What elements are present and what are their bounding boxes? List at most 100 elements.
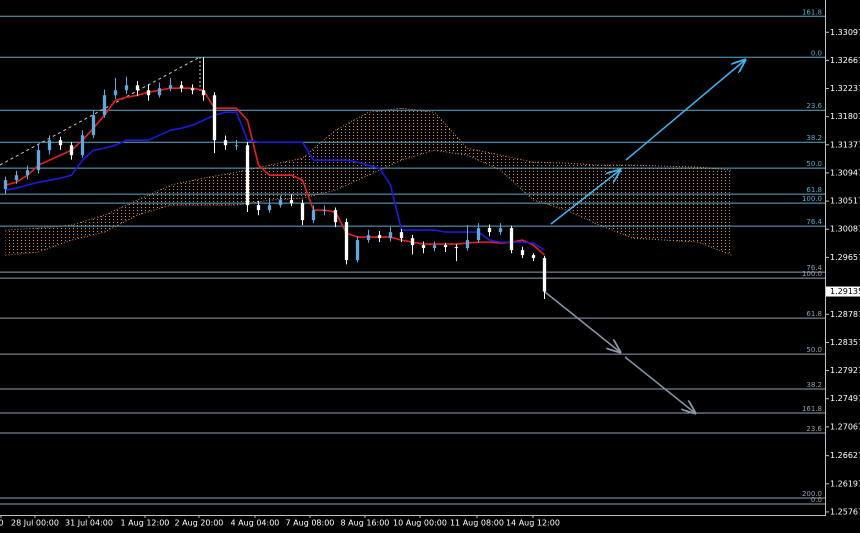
x-tick-label: 28 Jul 00:00 <box>11 519 59 528</box>
fib-label: 100.0 <box>802 270 822 278</box>
candle-body <box>69 145 74 156</box>
fib-label: 161.8 <box>802 405 822 413</box>
arrow-up <box>550 170 620 225</box>
y-tick-label: 1.31807 <box>830 112 860 121</box>
x-tick-label: 4 Aug 04:00 <box>231 519 280 528</box>
fib-label: 61.8 <box>806 310 822 318</box>
candle-body <box>289 200 294 204</box>
x-tick-label: 10 Aug 00:00 <box>393 519 447 528</box>
y-tick-label: 1.30087 <box>830 225 860 234</box>
candle-body <box>410 238 415 246</box>
candle-body <box>421 245 426 249</box>
fib-label: 0.0 <box>811 49 822 57</box>
candle-body <box>531 255 536 259</box>
candle-body <box>311 210 316 221</box>
fib-label: 161.8 <box>802 8 822 16</box>
y-tick-label: 1.32237 <box>830 84 860 93</box>
candle-body <box>454 247 459 249</box>
candle-body <box>36 150 41 171</box>
candle-body <box>3 180 8 190</box>
x-tick-label: 31 Jul 04:00 <box>65 519 113 528</box>
candle-body <box>25 170 30 176</box>
candle-body <box>245 145 250 206</box>
candle-body <box>234 145 239 147</box>
candle-body <box>498 228 503 233</box>
fib-label: 38.2 <box>806 134 822 142</box>
trend-line <box>0 56 201 166</box>
candle-body <box>399 232 404 239</box>
candle-body <box>487 228 492 233</box>
fib-label: 50.0 <box>806 346 822 354</box>
candle-body <box>179 85 184 89</box>
indicator-line <box>5 87 546 256</box>
candle-body <box>190 88 195 91</box>
candle-body <box>91 115 96 136</box>
fib-label: 76.4 <box>806 218 822 226</box>
candle-body <box>322 210 327 212</box>
indicator-layer <box>5 87 546 256</box>
cloud-span-b <box>5 149 732 256</box>
x-tick-label: 2 Aug 20:00 <box>175 519 224 528</box>
candle-body <box>135 85 140 91</box>
candle-body <box>146 90 151 96</box>
candle-body <box>267 205 272 211</box>
fib-label: 76.4 <box>806 264 822 272</box>
fib-layer: 161.80.023.638.250.061.8100.076.476.4100… <box>0 8 825 505</box>
fib-label: 200.0 <box>802 490 822 498</box>
x-tick-label: 14 Aug 12:00 <box>506 519 560 528</box>
candle-body <box>201 90 206 96</box>
y-tick-label: 1.25767 <box>830 507 860 516</box>
x-tick-label: 11 Aug 08:00 <box>450 519 504 528</box>
cloud-layer <box>5 107 732 256</box>
last-price-label: 1.29135 <box>830 287 860 296</box>
candle-body <box>47 140 52 151</box>
candle-body <box>14 175 19 181</box>
fib-label: 61.8 <box>806 186 822 194</box>
y-tick-label: 1.27497 <box>830 394 860 403</box>
fib-label: 38.2 <box>806 381 822 389</box>
candle-body <box>377 235 382 239</box>
fib-label: 23.6 <box>806 102 822 110</box>
x-tick-label: 7 Aug 08:00 <box>286 519 335 528</box>
candle-body <box>256 205 261 211</box>
indicator-line <box>5 111 545 251</box>
candle-body <box>465 240 470 249</box>
candle-body <box>102 95 107 116</box>
candle-body <box>355 240 360 261</box>
candle-body <box>432 245 437 249</box>
arrow-up <box>625 60 745 161</box>
fib-label: 50.0 <box>806 160 822 168</box>
y-tick-label: 1.26627 <box>830 451 860 460</box>
y-tick-label: 1.30947 <box>830 168 860 177</box>
y-tick-label: 1.28787 <box>830 310 860 319</box>
fib-label: 100.0 <box>802 195 822 203</box>
candle-body <box>58 140 63 146</box>
y-tick-label: 1.33097 <box>830 28 860 37</box>
fib-label: 0.0 <box>811 496 822 504</box>
candle-body <box>113 90 118 96</box>
x-tick-label: 8 Aug 16:00 <box>341 519 390 528</box>
candle-body <box>520 250 525 256</box>
y-tick-label: 1.28357 <box>830 338 860 347</box>
fib-label: 23.6 <box>806 425 822 433</box>
y-tick-label: 1.26197 <box>830 479 860 488</box>
candle-body <box>124 85 129 91</box>
arrow-down <box>624 356 695 413</box>
candle-body <box>212 95 217 141</box>
candle-body <box>333 210 338 223</box>
cloud-span-a <box>5 107 732 231</box>
candle-body <box>542 258 547 292</box>
candle-body <box>300 203 305 221</box>
last-price-box <box>826 286 860 297</box>
y-tick-label: 1.29657 <box>830 253 860 262</box>
candle-body <box>443 245 448 248</box>
candle-body <box>388 232 393 239</box>
candle-body <box>366 235 371 241</box>
candle-body <box>168 85 173 89</box>
x-tick-label: 1 Aug 12:00 <box>121 519 170 528</box>
candle-body <box>476 228 481 241</box>
y-tick-label: 1.30517 <box>830 197 860 206</box>
drawings <box>0 56 745 413</box>
